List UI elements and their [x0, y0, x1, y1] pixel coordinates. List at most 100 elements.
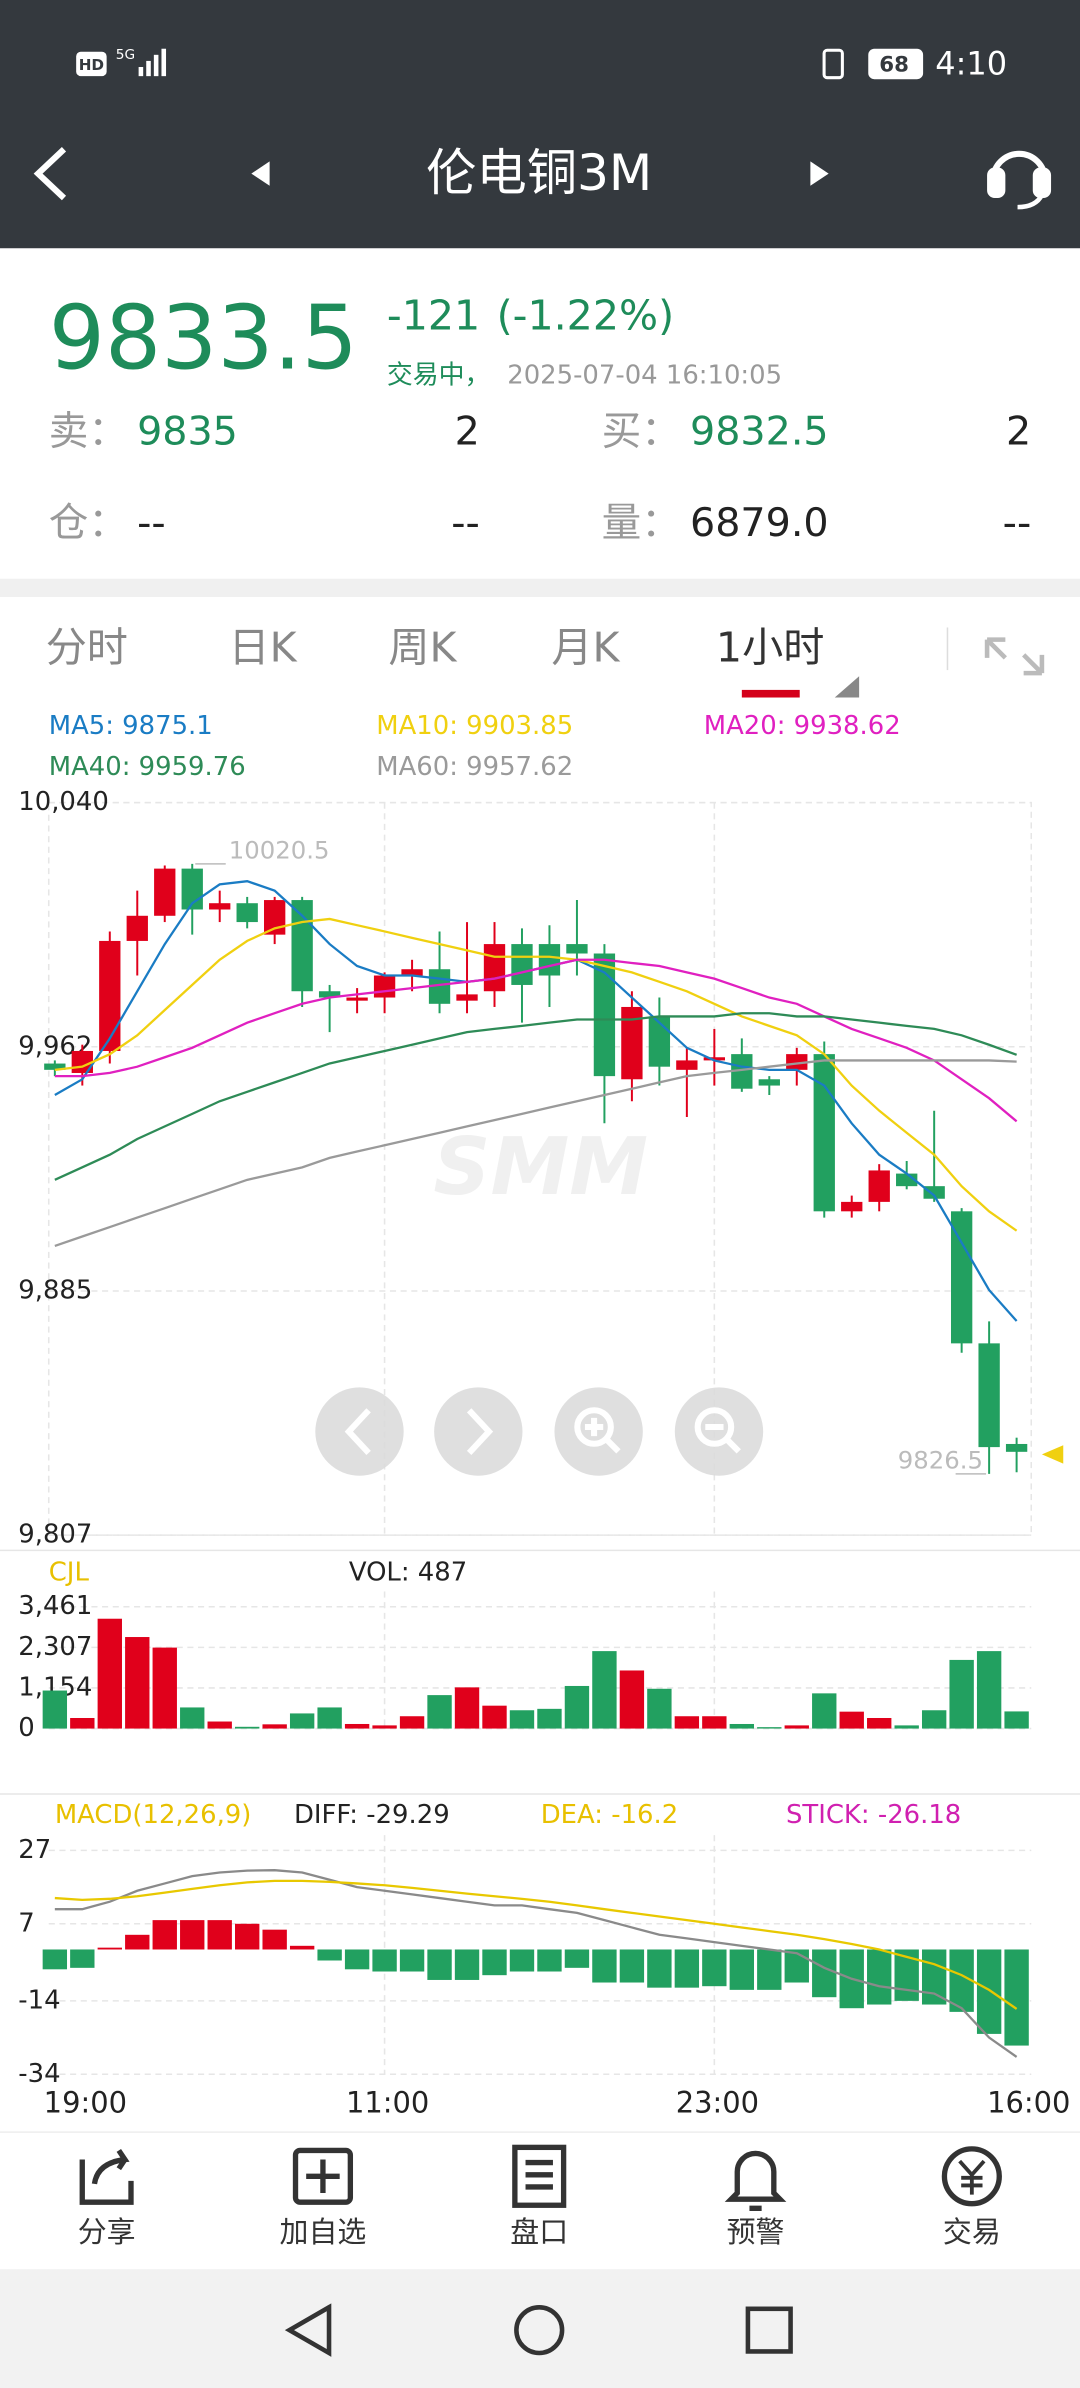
candle-body — [950, 1211, 973, 1344]
volume-bar — [976, 1651, 1002, 1729]
volume-bar — [619, 1670, 645, 1729]
candle-body — [841, 1201, 863, 1212]
macd-bar — [976, 1949, 1002, 2034]
volume-bar — [784, 1725, 809, 1729]
ask-label: 卖： — [49, 409, 128, 455]
chart-nav — [315, 1387, 764, 1476]
volume-bar — [564, 1685, 590, 1729]
candle-body — [703, 1057, 726, 1061]
line-series — [54, 1059, 1017, 1248]
candle-body — [318, 991, 341, 998]
candle-body — [813, 1054, 835, 1212]
toolbar-label[interactable]: 交易 — [943, 2215, 1001, 2249]
y-tick-label: 9,807 — [18, 1520, 92, 1550]
candle-body — [593, 953, 616, 1077]
macd-bar — [399, 1949, 425, 1972]
alert-icon[interactable] — [724, 2150, 787, 2211]
macd-bar — [454, 1949, 480, 1980]
bid-label: 买： — [602, 409, 681, 455]
panel-title: CJL — [49, 1558, 90, 1588]
legend-entry: MA20: 9938.62 — [704, 711, 901, 741]
candle-body — [621, 1006, 643, 1080]
candle-body — [676, 1060, 698, 1070]
toolbar-label[interactable]: 预警 — [727, 2215, 785, 2249]
watermark: SMM — [433, 1120, 648, 1213]
volume-bar — [372, 1725, 397, 1729]
trade-icon[interactable] — [941, 2146, 1002, 2207]
candle-body — [291, 900, 313, 992]
add-watch-icon[interactable] — [292, 2147, 354, 2205]
volume-bar — [125, 1637, 150, 1729]
nav-home[interactable] — [514, 2304, 565, 2356]
volume-bar — [262, 1724, 287, 1729]
zoom-in[interactable] — [554, 1387, 643, 1476]
volume-bar — [894, 1725, 919, 1729]
candle-body — [786, 1054, 808, 1070]
candle-body — [868, 1170, 890, 1202]
tab[interactable]: 月K — [551, 623, 620, 671]
back-button[interactable] — [33, 147, 67, 201]
hd-text: HD — [79, 56, 104, 74]
line-series — [54, 958, 1018, 1123]
ma-legend: MA5: 9875.1 MA10: 9903.85 MA20: 9938.62 MA4… — [49, 711, 901, 782]
scroll-left[interactable] — [315, 1387, 404, 1476]
fullscreen-button[interactable] — [984, 637, 1045, 676]
hd-badge — [76, 51, 107, 77]
volume-bar — [454, 1687, 480, 1729]
toolbar-icons — [79, 2144, 1002, 2211]
macd-bar — [180, 1920, 205, 1950]
scroll-right[interactable] — [434, 1387, 523, 1476]
nav-recents[interactable] — [745, 2306, 793, 2354]
candle-body — [44, 1063, 66, 1070]
volume-bar — [152, 1647, 177, 1729]
tab[interactable]: 周K — [388, 623, 457, 671]
order-book-icon[interactable] — [512, 2144, 567, 2208]
volume-bar — [509, 1710, 535, 1729]
volume-bar — [647, 1688, 672, 1729]
candle-body — [401, 969, 423, 976]
candle-body — [758, 1079, 780, 1086]
prev-contract[interactable] — [251, 161, 270, 186]
volume-bar — [1004, 1711, 1029, 1729]
panel-value: VOL: 487 — [349, 1558, 467, 1588]
volume-bar — [207, 1721, 232, 1729]
volume-bar — [921, 1710, 947, 1729]
zoom-out[interactable] — [674, 1387, 764, 1476]
toolbar-label[interactable]: 分享 — [78, 2215, 136, 2249]
service-icon[interactable] — [987, 150, 1052, 210]
macd-bar — [757, 1949, 782, 1990]
y-tick-label: -34 — [18, 2059, 60, 2089]
candle-body — [373, 975, 396, 998]
macd-bar — [207, 1920, 232, 1950]
macd-bar — [812, 1949, 837, 1998]
toolbar-label[interactable]: 盘口 — [510, 2215, 568, 2249]
macd-bar — [867, 1949, 892, 2005]
candle-body — [566, 944, 588, 954]
divider — [0, 578, 1080, 597]
macd-bar — [235, 1923, 260, 1950]
volume-bar — [482, 1705, 507, 1729]
candle-body — [209, 903, 231, 910]
high-label: 10020.5 — [229, 836, 330, 865]
macd-bar — [70, 1949, 95, 1968]
volume-bar — [97, 1618, 122, 1729]
next-contract[interactable] — [810, 161, 829, 186]
tab[interactable]: 1小时 — [716, 623, 824, 671]
tab[interactable]: 分时 — [46, 623, 128, 671]
y-tick-label: 2,307 — [18, 1632, 92, 1662]
last-price: 9833.5 — [49, 287, 358, 390]
share-icon[interactable] — [79, 2148, 134, 2205]
macd-bar — [729, 1949, 755, 1990]
bid-price: 9832.5 — [690, 409, 829, 455]
x-tick-label: 16:00 — [987, 2086, 1070, 2120]
signal — [138, 48, 167, 77]
battery-level: 68 — [879, 52, 909, 77]
nav-back[interactable] — [284, 2303, 332, 2357]
legend-entry: MA5: 9875.1 — [49, 711, 213, 741]
tab-dropdown[interactable] — [834, 676, 860, 698]
toolbar-label[interactable]: 加自选 — [280, 2215, 367, 2249]
volume-bar — [867, 1717, 892, 1729]
tab[interactable]: 日K — [228, 623, 297, 671]
y-tick-label: 9,885 — [18, 1275, 92, 1305]
price-change: -121 — [387, 291, 480, 339]
